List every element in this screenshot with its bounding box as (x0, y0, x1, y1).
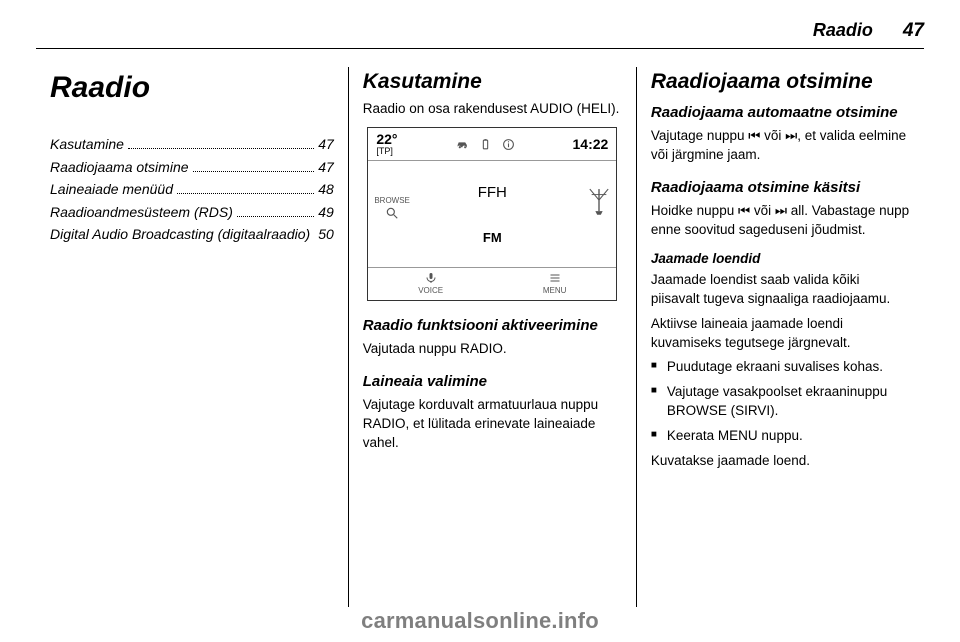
list-item: Keerata MENU nuppu. (651, 427, 910, 446)
radio-band: FM (478, 229, 507, 247)
toc-row: Raadiojaama otsimine 47 (50, 158, 334, 178)
radio-bottom-bar: VOICE MENU (368, 268, 616, 300)
page-header: Raadio 47 (36, 20, 924, 49)
toc-page: 49 (318, 203, 334, 223)
body-waveband: Vajutage korduvalt armatuurlaua nuppu RA… (363, 396, 622, 453)
subheading-waveband: Laineaia valimine (363, 371, 622, 392)
column-2: Kasutamine Raadio on osa rakendusest AUD… (348, 67, 636, 607)
section-title: Raadio (50, 67, 334, 109)
content-columns: Raadio Kasutamine 47 Raadiojaama otsimin… (36, 67, 924, 607)
info-icon (502, 138, 515, 151)
menu-label: MENU (543, 286, 567, 295)
manual-page: Raadio 47 Raadio Kasutamine 47 Raadiojaa… (0, 0, 960, 642)
radio-station-name: FFH (478, 182, 507, 203)
radio-antenna-softkey (588, 187, 610, 218)
subheading-manual-search: Raadiojaama otsimine käsitsi (651, 177, 910, 198)
column-1: Raadio Kasutamine 47 Raadiojaama otsimin… (36, 67, 348, 607)
list-item: Vajutage vasakpoolset ekraaninuppu BROWS… (651, 383, 910, 421)
toc-page: 47 (318, 135, 334, 155)
toc-label: Raadioandmesüsteem (RDS) (50, 203, 233, 223)
toc-row: Raadioandmesüsteem (RDS) 49 (50, 203, 334, 223)
list-item: Puudutage ekraani suvalises kohas. (651, 358, 910, 377)
menu-icon (549, 272, 561, 284)
voice-icon (425, 272, 437, 284)
radio-browse-softkey: BROWSE (374, 197, 410, 223)
body-auto-search: Vajutage nuppu ⏮ või ⏭, et valida eelmin… (651, 127, 910, 165)
toc-label: Laineaiade menüüd (50, 180, 173, 200)
radio-tp-indicator: [TP] (376, 147, 397, 156)
toc-label: Digital Audio Broadcasting (digitaalraad… (50, 225, 310, 245)
toc-page: 48 (318, 180, 334, 200)
antenna-icon (588, 187, 610, 215)
body-manual-search: Hoidke nuppu ⏮ või ⏭ all. Vabastage nupp… (651, 202, 910, 240)
radio-menu-softkey: MENU (543, 272, 567, 296)
body-station-lists-3: Kuvatakse jaamade loend. (651, 452, 910, 471)
radio-main-area: BROWSE FFH FM (368, 160, 616, 268)
body-station-lists-1: Jaamade loendist saab valida kõiki piisa… (651, 271, 910, 309)
toc-page: 47 (318, 158, 334, 178)
subheading-auto-search: Raadiojaama automaatne otsimine (651, 102, 910, 123)
toc-dots (177, 184, 314, 194)
subheading-station-lists: Jaamade loendid (651, 250, 910, 269)
body-activate: Vajutada nuppu RADIO. (363, 340, 622, 359)
search-icon (385, 206, 399, 220)
toc-row: Digital Audio Broadcasting (digitaalraad… (50, 225, 334, 245)
toc-row: Kasutamine 47 (50, 135, 334, 155)
watermark: carmanualsonline.info (0, 608, 960, 634)
bullet-list: Puudutage ekraani suvalises kohas. Vajut… (651, 358, 910, 446)
radio-display-illustration: 22° [TP] 14:22 BROWSE (367, 127, 617, 301)
radio-station-block: FFH FM (478, 182, 507, 247)
radio-top-icons (456, 138, 515, 151)
header-page-number: 47 (903, 20, 924, 42)
radio-clock: 14:22 (573, 135, 609, 155)
radio-temperature: 22° (376, 132, 397, 147)
toc-dots (128, 139, 314, 149)
body-station-lists-2: Aktiivse laineaia jaamade loendi kuvamis… (651, 315, 910, 353)
radio-voice-softkey: VOICE (418, 272, 443, 296)
voice-label: VOICE (418, 286, 443, 295)
toc-row: Laineaiade menüüd 48 (50, 180, 334, 200)
radio-top-bar: 22° [TP] 14:22 (368, 128, 616, 160)
heading-search: Raadiojaama otsimine (651, 67, 910, 96)
intro-text: Raadio on osa rakendusest AUDIO (HELI). (363, 100, 622, 119)
header-title: Raadio (813, 20, 873, 41)
toc-page: 50 (318, 225, 334, 245)
toc-label: Raadiojaama otsimine (50, 158, 189, 178)
column-3: Raadiojaama otsimine Raadiojaama automaa… (636, 67, 924, 607)
toc-dots (193, 162, 315, 172)
radio-top-left: 22° [TP] (376, 132, 397, 156)
car-icon (456, 138, 469, 151)
browse-label: BROWSE (374, 196, 410, 205)
toc-dots (237, 207, 314, 217)
subheading-activate: Raadio funktsiooni aktiveerimine (363, 315, 622, 336)
heading-usage: Kasutamine (363, 67, 622, 96)
battery-icon (479, 138, 492, 151)
toc-label: Kasutamine (50, 135, 124, 155)
